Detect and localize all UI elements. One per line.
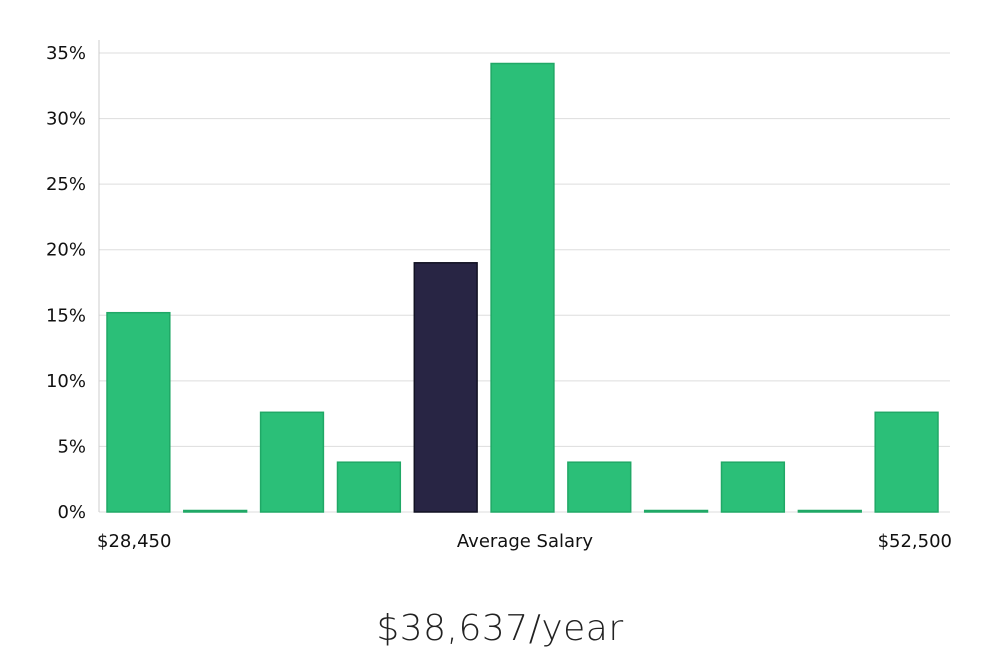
bar	[643, 509, 709, 513]
y-tick-label: 10%	[46, 371, 86, 392]
y-axis-ticks: 0% 5% 10% 15% 20% 25% 30% 35%	[46, 43, 86, 523]
y-tick-label: 30%	[46, 109, 86, 130]
bar	[106, 311, 171, 513]
salary-distribution-chart: 0% 5% 10% 15% 20% 25% 30% 35% $28,450 Average S…	[46, 40, 952, 552]
y-tick-label: 20%	[46, 240, 86, 261]
bar	[567, 461, 632, 513]
bar	[797, 509, 862, 513]
x-label-max: $52,500	[878, 531, 952, 552]
x-label-min: $28,450	[97, 531, 171, 552]
y-tick-label: 25%	[46, 174, 86, 195]
bar	[183, 509, 248, 513]
bar	[490, 62, 555, 513]
y-tick-label: 35%	[46, 43, 86, 64]
bar	[720, 461, 786, 513]
bar-highlighted	[413, 262, 478, 513]
average-salary-value: $38,637/year	[376, 608, 624, 649]
bar	[259, 411, 325, 513]
y-tick-label: 5%	[57, 436, 86, 457]
bar	[336, 461, 402, 513]
bar	[874, 411, 939, 513]
y-tick-label: 15%	[46, 305, 86, 326]
x-label-average: Average Salary	[457, 531, 594, 552]
bars	[106, 62, 939, 513]
y-tick-label: 0%	[57, 502, 86, 523]
